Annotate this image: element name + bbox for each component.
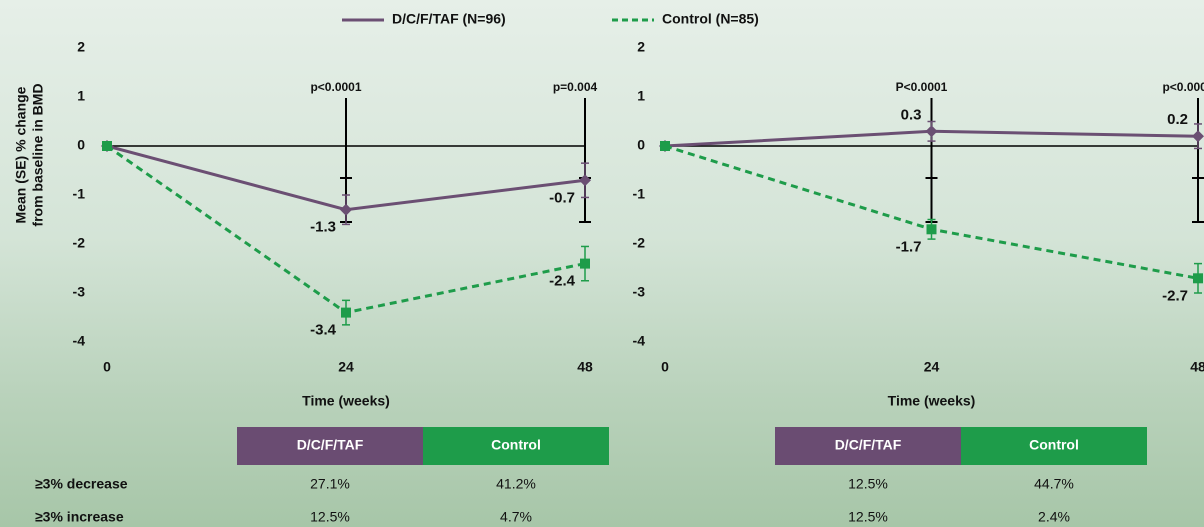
- y-tick-label: -1: [73, 186, 86, 202]
- p-value: P<0.0001: [896, 80, 948, 94]
- table-cell: 44.7%: [1034, 476, 1074, 492]
- marker: [1193, 273, 1203, 283]
- p-value: p<0.0001: [310, 80, 361, 94]
- data-label: 0.2: [1167, 111, 1188, 128]
- slide: D/C/F/TAF (N=96) Control (N=85) 2 1 0 -1 -2 -3 -…: [0, 0, 1204, 527]
- table-cell: 12.5%: [310, 509, 350, 525]
- marker: [927, 224, 937, 234]
- x-tick-label: 48: [577, 359, 593, 375]
- marker: [580, 259, 590, 269]
- x-axis-title: Time (weeks): [888, 393, 976, 409]
- x-axis-title: Time (weeks): [302, 393, 390, 409]
- data-label: 0.3: [901, 106, 922, 123]
- table-cell: 27.1%: [310, 476, 350, 492]
- y-tick-label: -3: [633, 284, 646, 300]
- marker: [340, 204, 352, 216]
- marker: [1192, 130, 1204, 142]
- x-tick-label: 0: [103, 359, 111, 375]
- table-header: D/C/F/TAF: [297, 437, 364, 453]
- legend-label: Control (N=85): [662, 11, 759, 27]
- y-tick-label: -2: [633, 235, 646, 251]
- y-tick-label: -2: [73, 235, 86, 251]
- y-tick-label: 2: [637, 39, 645, 55]
- marker: [579, 174, 591, 186]
- table-cell: 41.2%: [496, 476, 536, 492]
- x-tick-label: 24: [924, 359, 940, 375]
- y-tick-label: 0: [77, 137, 85, 153]
- marker: [926, 125, 938, 137]
- y-tick-label: -4: [633, 333, 646, 349]
- chart: D/C/F/TAF (N=96) Control (N=85) 2 1 0 -1 -2 -3 -…: [0, 0, 1204, 527]
- p-value: p=0.004: [553, 80, 598, 94]
- data-label: -1.7: [896, 238, 922, 255]
- data-label: -2.7: [1162, 287, 1188, 304]
- marker: [660, 141, 670, 151]
- table-header: Control: [491, 437, 541, 453]
- marker: [341, 308, 351, 318]
- table-header: Control: [1029, 437, 1079, 453]
- y-tick-label: -4: [73, 333, 86, 349]
- y-tick-label: 1: [637, 88, 645, 104]
- table-header: D/C/F/TAF: [835, 437, 902, 453]
- marker: [102, 141, 112, 151]
- data-label: -1.3: [310, 219, 336, 236]
- legend-label: D/C/F/TAF (N=96): [392, 11, 506, 27]
- table-cell: 4.7%: [500, 509, 532, 525]
- table-cell: 12.5%: [848, 476, 888, 492]
- row-label: ≥3% increase: [35, 509, 124, 525]
- y-tick-label: 1: [77, 88, 85, 104]
- y-tick-label: -3: [73, 284, 86, 300]
- y-tick-label: 0: [637, 137, 645, 153]
- y-tick-label: 2: [77, 39, 85, 55]
- row-label: ≥3% decrease: [35, 476, 128, 492]
- y-axis-title: Mean (SE) % change: [13, 86, 29, 223]
- x-tick-label: 48: [1190, 359, 1204, 375]
- p-value: p<0.0001: [1162, 80, 1204, 94]
- table-cell: 2.4%: [1038, 509, 1070, 525]
- y-tick-label: -1: [633, 186, 646, 202]
- x-tick-label: 0: [661, 359, 669, 375]
- y-axis-title: from baseline in BMD: [30, 83, 46, 226]
- data-label: -0.7: [549, 189, 575, 206]
- x-tick-label: 24: [338, 359, 354, 375]
- table-cell: 12.5%: [848, 509, 888, 525]
- data-label: -2.4: [549, 273, 576, 290]
- data-label: -3.4: [310, 322, 337, 339]
